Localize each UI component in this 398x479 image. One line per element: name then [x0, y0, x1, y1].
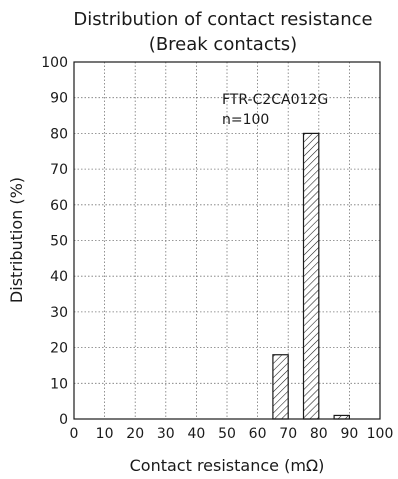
y-tick-label: 80: [50, 126, 68, 142]
y-tick-label: 100: [41, 55, 68, 71]
x-tick-label: 40: [187, 426, 205, 442]
x-tick-label: 80: [310, 426, 328, 442]
y-tick-label: 20: [50, 341, 68, 357]
x-axis-label: Contact resistance (mΩ): [130, 456, 325, 475]
x-tick-label: 100: [367, 426, 394, 442]
x-tick-label: 0: [70, 426, 79, 442]
y-tick-label: 10: [50, 376, 68, 392]
y-tick-label: 30: [50, 305, 68, 321]
bar: [272, 354, 289, 420]
x-tick-label: 60: [249, 426, 267, 442]
y-tick-label: 60: [50, 198, 68, 214]
annotation-model: FTR-C2CA012G: [222, 92, 328, 108]
grid: [74, 62, 380, 419]
y-tick-label: 70: [50, 162, 68, 178]
x-tick-label: 50: [218, 426, 236, 442]
y-tick-label: 40: [50, 269, 68, 285]
x-tick-label: 30: [157, 426, 175, 442]
x-tick-label: 20: [126, 426, 144, 442]
y-tick-label: 50: [50, 234, 68, 250]
y-tick-labels: 0 10 20 30 40 50 60 70 80 90 100: [41, 55, 68, 428]
annotation-sample-size: n=100: [222, 112, 269, 128]
x-tick-labels: 0 10 20 30 40 50 60 70 80 90 100: [70, 426, 394, 442]
x-tick-label: 10: [96, 426, 114, 442]
chart-title-line1: Distribution of contact resistance: [73, 9, 372, 30]
x-tick-label: 70: [279, 426, 297, 442]
y-tick-label: 90: [50, 91, 68, 107]
bar: [302, 132, 320, 420]
y-tick-label: 0: [59, 412, 68, 428]
x-tick-label: 90: [340, 426, 358, 442]
plot-frame: [73, 61, 381, 420]
y-axis-label: Distribution (%): [7, 177, 26, 303]
chart-title-line2: (Break contacts): [149, 34, 297, 55]
bars: [272, 132, 351, 420]
